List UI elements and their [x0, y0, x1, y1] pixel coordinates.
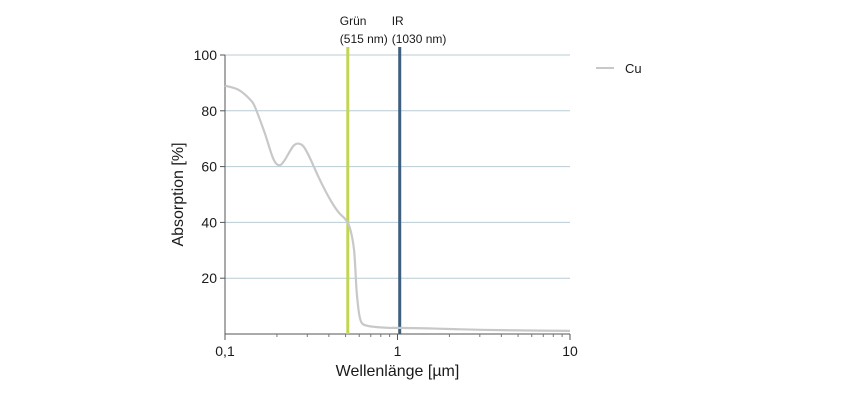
legend-label-cu: Cu — [625, 61, 642, 76]
marker-label-1: IR — [392, 14, 404, 28]
label-layer: 20 40 60 80 100 0,1 1 10 Wellenlänge [µm] Absorpt… — [170, 14, 578, 380]
marker-layer — [346, 47, 402, 334]
series-layer — [224, 84, 571, 332]
axis-layer — [220, 54, 571, 340]
series-line-cu — [224, 84, 571, 332]
marker-sublabel-0: (515 nm) — [340, 32, 388, 46]
marker-sublabel-1: (1030 nm) — [392, 32, 447, 46]
x-tick-label-0: 0,1 — [215, 343, 235, 359]
y-tick-label-100: 100 — [194, 47, 218, 63]
marker-label-0: Grün — [340, 14, 367, 28]
x-tick-label-2: 10 — [562, 343, 578, 359]
y-tick-label-40: 40 — [201, 214, 217, 230]
y-tick-label-80: 80 — [201, 103, 217, 119]
y-tick-label-60: 60 — [201, 159, 217, 175]
grid-layer — [225, 54, 570, 279]
x-tick-label-1: 1 — [394, 343, 402, 359]
legend-layer: Cu — [596, 61, 642, 76]
x-axis-title: Wellenlänge [µm] — [336, 363, 460, 380]
y-tick-label-20: 20 — [201, 270, 217, 286]
y-axis-title: Absorption [%] — [170, 142, 187, 246]
